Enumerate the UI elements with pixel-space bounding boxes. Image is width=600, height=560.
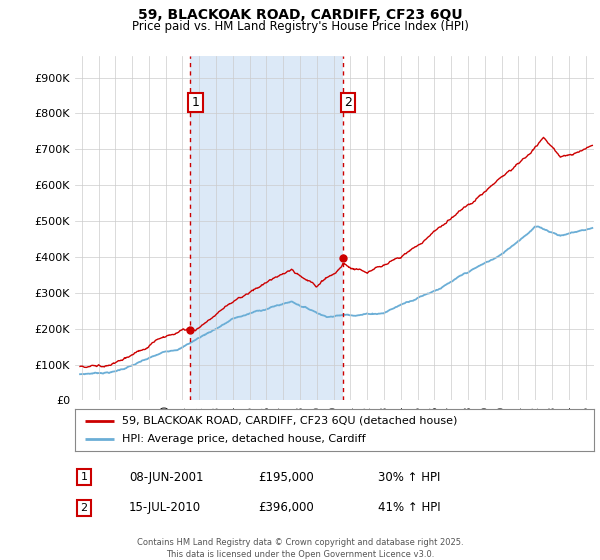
- Text: HPI: Average price, detached house, Cardiff: HPI: Average price, detached house, Card…: [122, 434, 365, 444]
- Text: 59, BLACKOAK ROAD, CARDIFF, CF23 6QU: 59, BLACKOAK ROAD, CARDIFF, CF23 6QU: [137, 8, 463, 22]
- Text: 30% ↑ HPI: 30% ↑ HPI: [378, 470, 440, 484]
- Text: Price paid vs. HM Land Registry's House Price Index (HPI): Price paid vs. HM Land Registry's House …: [131, 20, 469, 32]
- Text: 41% ↑ HPI: 41% ↑ HPI: [378, 501, 440, 515]
- Text: £396,000: £396,000: [258, 501, 314, 515]
- Text: Contains HM Land Registry data © Crown copyright and database right 2025.
This d: Contains HM Land Registry data © Crown c…: [137, 538, 463, 559]
- Text: 1: 1: [191, 96, 199, 109]
- Text: £195,000: £195,000: [258, 470, 314, 484]
- Text: 08-JUN-2001: 08-JUN-2001: [129, 470, 203, 484]
- Text: 1: 1: [80, 472, 88, 482]
- Bar: [190, 56, 343, 400]
- Text: 2: 2: [80, 503, 88, 513]
- Text: 59, BLACKOAK ROAD, CARDIFF, CF23 6QU (detached house): 59, BLACKOAK ROAD, CARDIFF, CF23 6QU (de…: [122, 416, 457, 426]
- Text: 2: 2: [344, 96, 352, 109]
- Text: 15-JUL-2010: 15-JUL-2010: [129, 501, 201, 515]
